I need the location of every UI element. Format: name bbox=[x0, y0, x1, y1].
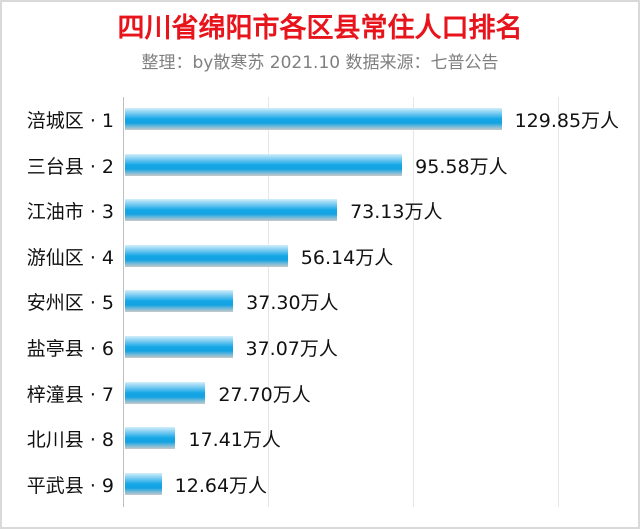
bar-row: 平武县 · 9 12.64万人 bbox=[0, 461, 640, 507]
bar-row: 安州区 · 5 37.30万人 bbox=[0, 278, 640, 324]
category-label: 梓潼县 · 7 bbox=[26, 383, 114, 406]
value-label: 56.14万人 bbox=[300, 246, 394, 269]
bar bbox=[125, 336, 233, 358]
y-axis-line bbox=[123, 97, 124, 507]
category-label: 游仙区 · 4 bbox=[26, 246, 114, 269]
value-label: 12.64万人 bbox=[174, 474, 268, 497]
bar-row: 北川县 · 8 17.41万人 bbox=[0, 415, 640, 461]
bar bbox=[125, 427, 176, 450]
bar bbox=[125, 153, 403, 176]
bar bbox=[125, 381, 206, 404]
category-label: 平武县 · 9 bbox=[26, 474, 114, 497]
value-label: 37.07万人 bbox=[245, 338, 338, 360]
category-label: 三台县 · 2 bbox=[26, 155, 114, 178]
value-label: 27.70万人 bbox=[218, 383, 311, 406]
value-label: 73.13万人 bbox=[350, 201, 443, 224]
bar-row: 游仙区 · 4 56.14万人 bbox=[0, 233, 640, 279]
bar-row: 涪城区 · 1 129.85万人 bbox=[0, 96, 640, 142]
category-label: 盐亭县 · 6 bbox=[26, 338, 114, 360]
chart-title: 四川省绵阳市各区县常住人口排名 bbox=[117, 13, 523, 44]
category-label: 涪城区 · 1 bbox=[26, 110, 114, 132]
value-label: 37.30万人 bbox=[246, 292, 339, 315]
gridline bbox=[558, 97, 559, 507]
gridline bbox=[268, 97, 269, 507]
category-label: 安州区 · 5 bbox=[26, 292, 114, 315]
bar bbox=[125, 199, 338, 222]
category-label: 北川县 · 8 bbox=[26, 429, 114, 452]
value-label: 95.58万人 bbox=[415, 155, 508, 178]
bar bbox=[125, 244, 288, 267]
bar bbox=[125, 290, 234, 313]
chart-subtitle: 整理：by散寒苏 2021.10 数据来源：七普公告 bbox=[141, 53, 499, 73]
bar bbox=[125, 108, 502, 130]
value-label: 129.85万人 bbox=[514, 110, 620, 132]
value-label: 17.41万人 bbox=[188, 429, 281, 452]
bar-row: 梓潼县 · 7 27.70万人 bbox=[0, 370, 640, 416]
gridline bbox=[413, 97, 414, 507]
bar-row: 盐亭县 · 6 37.07万人 bbox=[0, 324, 640, 370]
category-label: 江油市 · 3 bbox=[26, 201, 114, 224]
bar bbox=[125, 472, 162, 495]
bar-row: 三台县 · 2 95.58万人 bbox=[0, 142, 640, 188]
bar-row: 江油市 · 3 73.13万人 bbox=[0, 187, 640, 233]
